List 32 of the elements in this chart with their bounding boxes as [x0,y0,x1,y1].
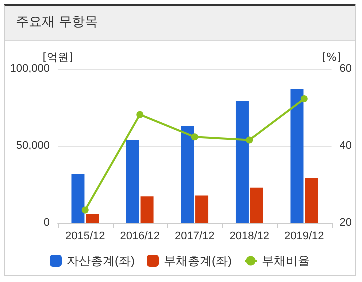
legend-label: 자산총계(좌) [67,254,136,268]
y-tick-label: 50,000 [16,140,50,152]
point [136,111,144,118]
point [246,136,254,144]
x-tick-label: 2016/12 [120,230,160,242]
legend-label: 부채총계(좌) [164,254,232,268]
x-tick-label: 2017/12 [175,230,215,242]
x-tick-label: 2019/12 [284,230,324,242]
y-tick-label: 100,000 [10,63,50,75]
point [191,134,198,141]
bar [181,126,194,223]
bar [250,188,264,223]
chart-title: 주요재 무항목 [5,6,355,41]
bar [196,196,209,223]
y2-tick-label: 20 [340,217,352,229]
y-axis-title: [억원] [42,51,74,64]
x-tick-label: 2015/12 [65,230,106,242]
bar [290,89,304,223]
bar [305,178,318,223]
x-tick-label: 2018/12 [230,230,270,242]
point [300,96,308,103]
bar [140,196,154,223]
legend-label: 부채비율 [262,254,310,268]
y-tick-label: 0 [44,217,50,229]
bar [126,140,140,223]
bar [72,174,85,223]
point [82,206,89,214]
y2-tick-label: 40 [340,140,352,152]
y2-tick-label: 60 [340,63,352,75]
bar [236,101,249,223]
y2-axis-title: [%] [322,51,342,64]
bar [86,214,100,223]
